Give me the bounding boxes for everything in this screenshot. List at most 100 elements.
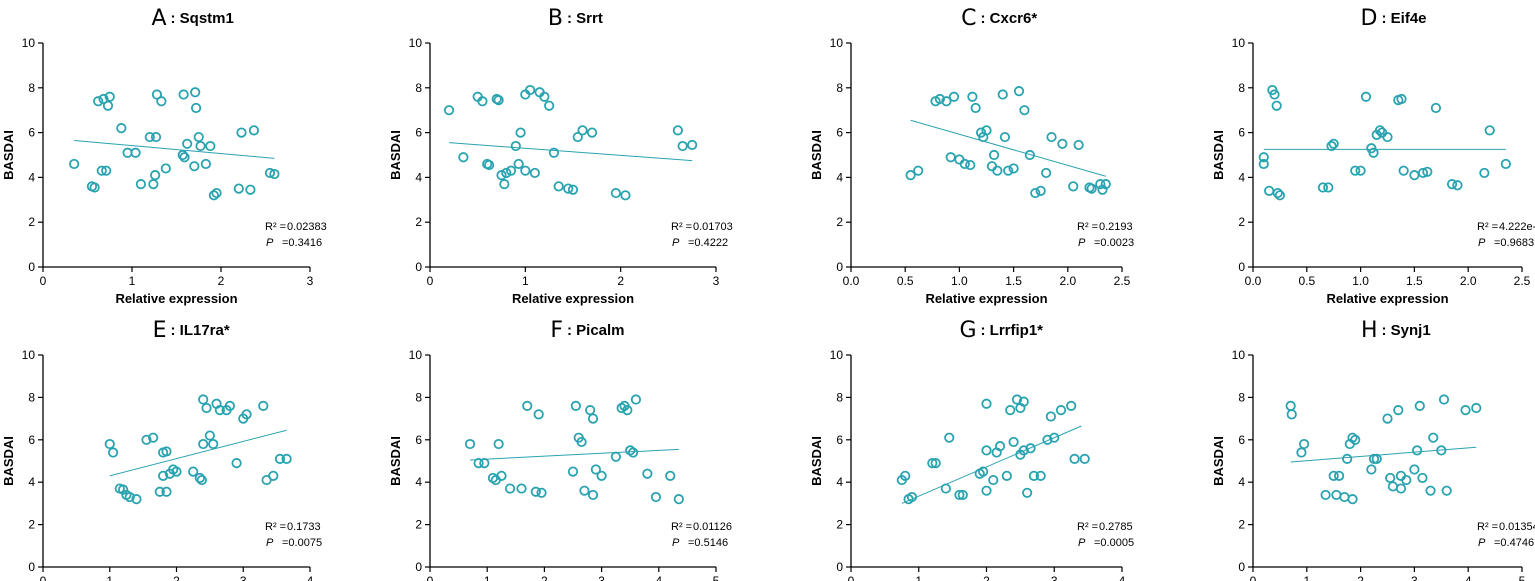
y-tick-label: 8: [28, 81, 35, 95]
data-point: [994, 441, 1006, 452]
data-point: [208, 190, 219, 201]
data-point: [501, 167, 512, 179]
data-point: [529, 167, 540, 179]
p-value-label: P: [266, 237, 274, 249]
data-point: [211, 187, 222, 199]
y-axis-label: BASDAI: [1, 130, 16, 180]
data-point: [940, 483, 951, 494]
data-point: [981, 125, 992, 136]
x-tick-label: 3: [1051, 574, 1058, 581]
data-point: [576, 436, 587, 448]
x-tick-label: 2: [218, 274, 225, 288]
data-point: [269, 168, 280, 180]
r-squared-label: R² =: [265, 521, 286, 533]
panel-letter: C: [961, 6, 976, 31]
data-point: [1422, 166, 1433, 177]
regression-line: [109, 429, 287, 477]
data-point: [1323, 182, 1334, 193]
data-point: [179, 152, 190, 163]
data-point: [567, 184, 579, 195]
data-point: [900, 470, 911, 481]
data-point: [484, 159, 495, 171]
data-point: [188, 466, 199, 477]
data-point: [1395, 483, 1407, 494]
y-tick-label: 6: [836, 126, 843, 140]
data-point: [1438, 394, 1450, 405]
panel-f: F: Picalm0246810012345Relative expressio…: [388, 318, 732, 581]
x-tick-label: 4: [655, 574, 662, 581]
data-point: [1500, 158, 1511, 170]
r-squared-label: R² =: [671, 521, 692, 533]
data-point: [1005, 405, 1016, 416]
data-point: [913, 165, 924, 176]
data-point: [1371, 453, 1382, 464]
data-point: [264, 167, 276, 179]
panel-gene-title: : Picalm: [567, 322, 625, 339]
x-tick-label: 4: [1119, 574, 1126, 581]
panel-e: E: IL17ra*024681001234Relative expressio…: [1, 318, 322, 581]
p-value: =0.0023: [1094, 237, 1134, 249]
data-point: [104, 438, 115, 450]
x-tick-label: 1.5: [1406, 274, 1423, 288]
y-tick-label: 8: [836, 390, 843, 404]
data-point: [587, 489, 599, 501]
data-point: [1013, 86, 1025, 97]
y-tick-label: 0: [836, 560, 843, 574]
x-tick-label: 2.0: [1460, 274, 1477, 288]
data-point: [1299, 438, 1310, 450]
x-tick-label: 5: [1519, 574, 1526, 581]
data-point: [464, 438, 476, 450]
data-point: [585, 405, 596, 416]
data-point: [1387, 481, 1398, 492]
data-point: [130, 147, 141, 158]
data-point: [986, 161, 998, 172]
data-point: [941, 96, 952, 107]
data-point: [627, 447, 639, 458]
data-point: [520, 165, 531, 176]
data-point: [1347, 494, 1358, 505]
data-point: [610, 451, 622, 462]
data-point: [1258, 152, 1269, 163]
data-point: [957, 489, 968, 501]
data-point: [930, 458, 941, 469]
data-point: [504, 483, 516, 494]
p-value-label: P: [1478, 237, 1486, 249]
y-tick-label: 2: [836, 215, 843, 229]
y-axis-label: BASDAI: [1, 436, 16, 486]
data-point: [69, 158, 80, 170]
x-tick-label: 1: [915, 574, 922, 581]
data-point: [1328, 470, 1339, 481]
r-squared-value: 0.01126: [693, 521, 732, 533]
p-value-label: P: [1478, 537, 1486, 549]
data-point: [1411, 445, 1423, 456]
r-squared-label: R² =: [1077, 221, 1098, 233]
data-point: [1008, 163, 1019, 174]
data-point: [1342, 453, 1353, 464]
data-point: [274, 453, 286, 464]
y-tick-label: 6: [836, 433, 843, 447]
data-point: [1271, 100, 1282, 111]
y-axis-label: BASDAI: [809, 130, 824, 180]
data-point: [1414, 400, 1425, 411]
panel-c: C: Cxcr6* 0 2 4 6 8 10 0.0 0.5 1.0 1.5 2.0 2.5 Relati…: [809, 6, 1134, 306]
y-tick-label: 2: [28, 215, 35, 229]
data-point: [1095, 179, 1106, 190]
data-point: [1430, 102, 1442, 114]
x-tick-label: 3: [307, 274, 314, 288]
data-point: [493, 95, 504, 106]
x-tick-label: 0: [40, 574, 47, 581]
p-value-label: P: [672, 237, 680, 249]
x-axis-label: Relative expression: [115, 291, 237, 306]
y-axis-label: BASDAI: [388, 130, 403, 180]
data-point: [148, 179, 159, 190]
x-tick-label: 2.5: [1114, 274, 1131, 288]
data-point: [586, 127, 598, 138]
data-point: [496, 470, 507, 481]
data-point: [988, 149, 1000, 161]
data-point: [1382, 413, 1393, 424]
data-point: [906, 491, 918, 503]
data-point: [205, 140, 216, 152]
data-point: [970, 102, 981, 114]
data-point: [182, 138, 193, 149]
data-point: [1285, 400, 1296, 411]
